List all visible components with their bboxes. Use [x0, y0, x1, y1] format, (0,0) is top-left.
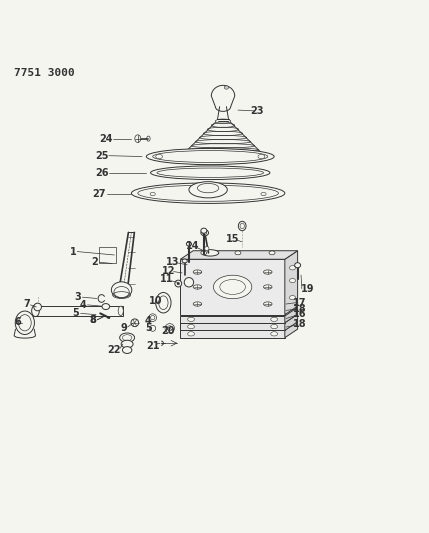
Ellipse shape [184, 278, 193, 287]
Ellipse shape [201, 230, 208, 236]
Text: 7: 7 [24, 299, 30, 309]
Ellipse shape [118, 306, 123, 316]
Text: 19: 19 [301, 284, 314, 294]
Ellipse shape [269, 251, 275, 255]
Ellipse shape [290, 278, 296, 282]
Ellipse shape [108, 317, 110, 319]
Ellipse shape [187, 332, 194, 336]
Ellipse shape [182, 259, 187, 263]
Polygon shape [181, 251, 298, 259]
Ellipse shape [187, 325, 194, 329]
Ellipse shape [290, 265, 296, 270]
Text: 2: 2 [91, 257, 98, 267]
Ellipse shape [295, 263, 301, 268]
Text: 20: 20 [161, 326, 174, 336]
Ellipse shape [175, 280, 181, 287]
Ellipse shape [263, 302, 272, 306]
Ellipse shape [32, 305, 39, 317]
Text: 11: 11 [160, 274, 173, 284]
Ellipse shape [151, 166, 270, 180]
Text: 22: 22 [108, 345, 121, 356]
Polygon shape [181, 259, 285, 314]
Polygon shape [285, 314, 298, 330]
Text: 4: 4 [145, 316, 152, 326]
Polygon shape [285, 251, 298, 314]
Ellipse shape [193, 270, 202, 274]
Ellipse shape [235, 251, 241, 255]
Ellipse shape [258, 155, 265, 159]
Text: 12: 12 [162, 266, 175, 276]
Polygon shape [181, 316, 285, 323]
Polygon shape [285, 308, 298, 323]
Ellipse shape [34, 303, 42, 311]
Ellipse shape [112, 282, 132, 298]
Ellipse shape [239, 221, 246, 231]
Text: 9: 9 [121, 324, 127, 333]
Ellipse shape [121, 340, 133, 348]
Text: 25: 25 [95, 151, 108, 160]
Text: 5: 5 [145, 324, 152, 333]
Ellipse shape [15, 311, 34, 335]
Ellipse shape [193, 302, 202, 306]
Text: 24: 24 [99, 134, 112, 143]
Ellipse shape [261, 192, 266, 196]
Text: 8: 8 [90, 315, 97, 325]
Ellipse shape [205, 246, 209, 251]
Ellipse shape [263, 285, 272, 289]
Text: 15: 15 [226, 234, 239, 244]
Text: 23: 23 [251, 106, 264, 116]
Ellipse shape [131, 183, 285, 204]
Ellipse shape [150, 192, 155, 196]
Ellipse shape [186, 242, 191, 246]
Ellipse shape [120, 333, 135, 342]
Ellipse shape [102, 304, 110, 310]
Text: 10: 10 [149, 296, 163, 306]
Bar [99, 247, 116, 263]
Ellipse shape [156, 155, 163, 159]
Ellipse shape [201, 228, 207, 233]
Text: 17: 17 [293, 298, 306, 308]
Ellipse shape [135, 135, 141, 142]
Ellipse shape [189, 182, 227, 198]
Ellipse shape [201, 251, 207, 255]
Ellipse shape [214, 275, 252, 298]
Text: 18: 18 [293, 319, 307, 329]
Text: 13: 13 [166, 257, 180, 267]
Text: 27: 27 [92, 189, 105, 199]
Text: 7751 3000: 7751 3000 [14, 68, 75, 78]
Text: 6: 6 [14, 317, 21, 327]
Ellipse shape [122, 346, 132, 353]
Ellipse shape [271, 332, 278, 336]
Ellipse shape [202, 249, 219, 256]
Text: 26: 26 [95, 168, 108, 177]
Ellipse shape [271, 325, 278, 329]
Ellipse shape [131, 319, 139, 327]
Polygon shape [181, 323, 285, 330]
Ellipse shape [224, 86, 229, 89]
Polygon shape [33, 306, 123, 316]
Text: 1: 1 [69, 247, 76, 256]
Ellipse shape [271, 317, 278, 321]
Ellipse shape [146, 148, 274, 165]
Text: 3: 3 [74, 292, 81, 302]
Ellipse shape [290, 295, 296, 300]
Ellipse shape [156, 293, 171, 313]
Polygon shape [285, 321, 298, 338]
Ellipse shape [193, 285, 202, 289]
Ellipse shape [187, 317, 194, 321]
Text: 18: 18 [293, 304, 307, 314]
Text: 5: 5 [73, 309, 79, 318]
Text: 16: 16 [293, 309, 306, 319]
Text: 14: 14 [186, 241, 199, 251]
Polygon shape [181, 330, 285, 338]
Ellipse shape [18, 314, 31, 331]
Ellipse shape [177, 282, 180, 285]
Ellipse shape [263, 270, 272, 274]
Text: 21: 21 [146, 341, 160, 351]
Text: 4: 4 [80, 300, 87, 310]
Text: 8: 8 [90, 315, 97, 325]
